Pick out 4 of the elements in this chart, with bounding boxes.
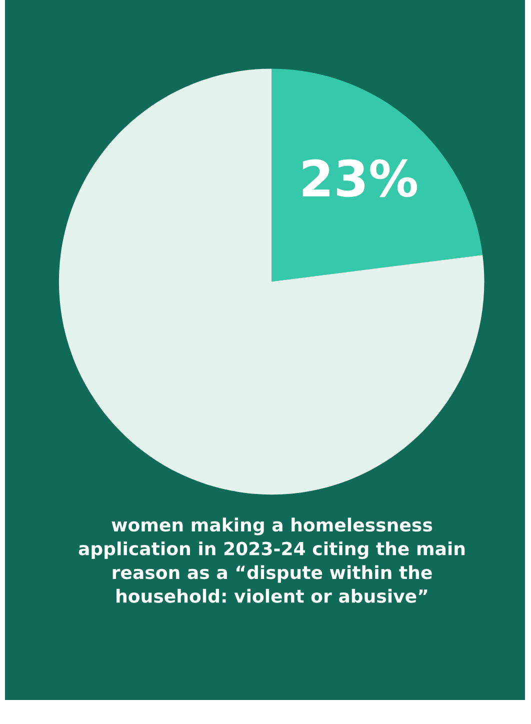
text: women making a homelessness application in 2023-24 citing the main reason as a “dispute within the household: violent or abusive”: [78, 518, 465, 603]
pie-slice: [58, 68, 484, 495]
pie-slice: [272, 68, 483, 282]
data-label: 23%: [302, 159, 418, 198]
